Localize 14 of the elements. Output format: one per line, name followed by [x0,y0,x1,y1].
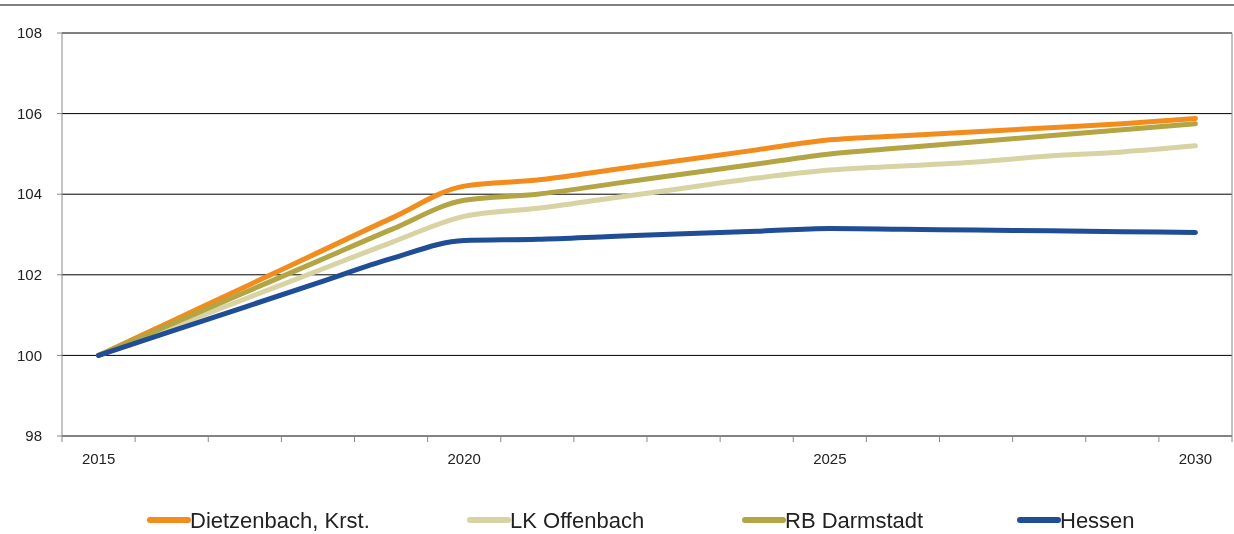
y-tick-label: 104 [16,185,42,203]
legend-label: RB Darmstadt [785,507,924,533]
x-tick-label: 2015 [81,450,116,467]
legend-label: Dietzenbach, Krst. [190,507,370,533]
x-tick-label: 2025 [813,450,847,467]
x-tick-label: 2030 [1178,450,1213,467]
y-tick-label: 100 [16,346,42,364]
x-tick-label: 2020 [447,450,481,467]
y-tick-label: 108 [16,24,42,42]
y-tick-label: 102 [16,266,42,284]
legend-label: LK Offenbach [510,507,645,533]
legend-label: Hessen [1060,507,1135,533]
y-tick-label: 98 [25,427,42,445]
y-tick-label: 106 [16,104,42,122]
